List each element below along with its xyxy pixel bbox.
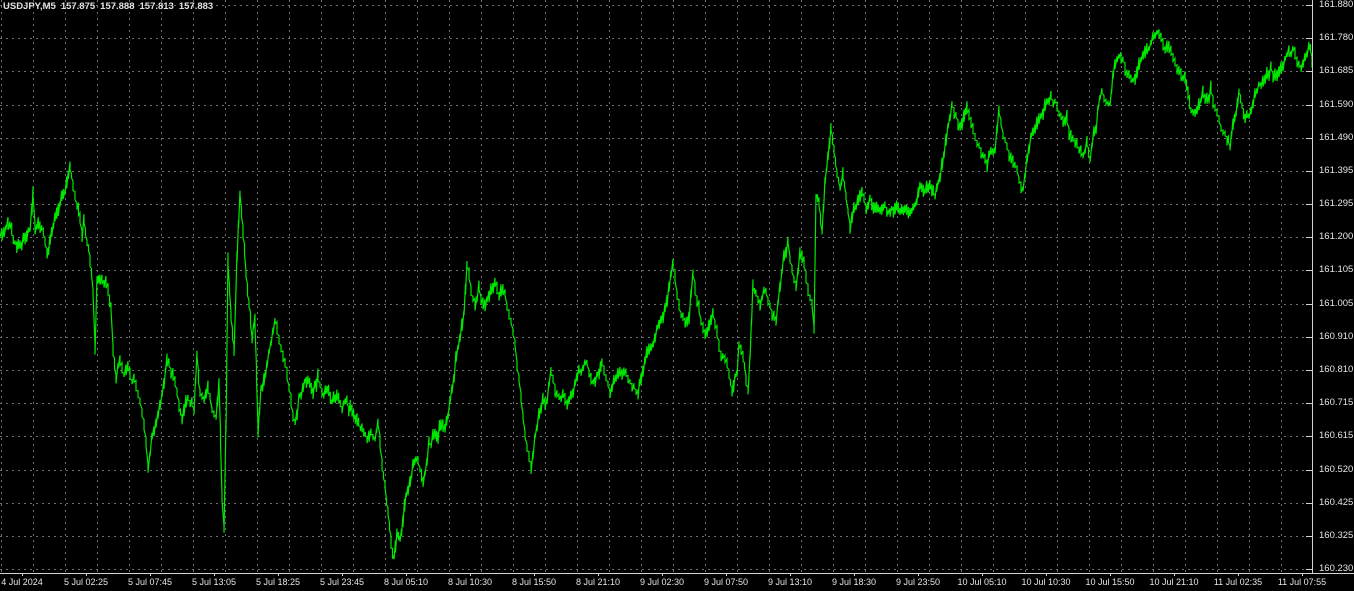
price-label: 161.295 <box>1319 198 1354 209</box>
price-label: 161.880 <box>1319 0 1354 10</box>
time-label: 8 Jul 10:30 <box>447 577 493 587</box>
time-label: 10 Jul 05:10 <box>957 577 1007 587</box>
price-label: 161.005 <box>1319 298 1354 309</box>
price-label: 161.105 <box>1319 264 1354 275</box>
price-label: 160.810 <box>1319 364 1354 375</box>
time-label: 9 Jul 02:30 <box>639 577 685 587</box>
price-series <box>0 29 1312 560</box>
symbol-period-label: USDJPY,M5 <box>3 1 56 12</box>
time-label: 11 Jul 07:55 <box>1277 577 1327 587</box>
time-label: 5 Jul 02:25 <box>63 577 109 587</box>
time-label: 9 Jul 23:50 <box>895 577 941 587</box>
time-label: 8 Jul 21:10 <box>575 577 621 587</box>
time-label: 9 Jul 13:10 <box>767 577 813 587</box>
time-label: 9 Jul 18:30 <box>831 577 877 587</box>
open-value: 157.875 <box>60 1 96 12</box>
time-label: 5 Jul 13:05 <box>191 577 237 587</box>
low-value: 157.813 <box>139 1 174 12</box>
time-label: 5 Jul 07:45 <box>127 577 173 587</box>
price-label: 161.590 <box>1319 99 1354 110</box>
price-label: 161.685 <box>1319 65 1354 76</box>
price-label: 161.490 <box>1319 132 1354 143</box>
time-label: 10 Jul 10:30 <box>1021 577 1071 587</box>
price-label: 161.395 <box>1319 165 1354 176</box>
grid <box>0 0 1312 573</box>
time-label: 9 Jul 07:50 <box>703 577 749 587</box>
close-value: 157.883 <box>178 1 214 12</box>
time-label: 10 Jul 21:10 <box>1149 577 1199 587</box>
price-label: 161.780 <box>1319 32 1354 43</box>
time-label: 8 Jul 05:10 <box>383 577 429 587</box>
time-label: 4 Jul 2024 <box>1 577 43 587</box>
price-label: 161.200 <box>1319 231 1354 242</box>
axis-lines <box>0 0 1354 576</box>
time-label: 10 Jul 15:50 <box>1085 577 1135 587</box>
time-label: 5 Jul 23:45 <box>319 577 365 587</box>
price-label: 160.910 <box>1319 331 1354 342</box>
price-label: 160.715 <box>1319 397 1354 408</box>
price-label: 160.615 <box>1319 430 1354 441</box>
time-label: 5 Jul 18:25 <box>255 577 301 587</box>
time-label: 11 Jul 02:35 <box>1213 577 1263 587</box>
price-label: 160.325 <box>1319 530 1354 541</box>
price-label: 160.230 <box>1319 563 1354 574</box>
price-label: 160.520 <box>1319 464 1354 475</box>
time-label: 8 Jul 15:50 <box>511 577 557 587</box>
chart-ohlc-title: USDJPY,M5 157.875 157.888 157.813 157.883 <box>3 1 218 12</box>
high-value: 157.888 <box>100 1 135 12</box>
price-label: 160.425 <box>1319 497 1354 508</box>
